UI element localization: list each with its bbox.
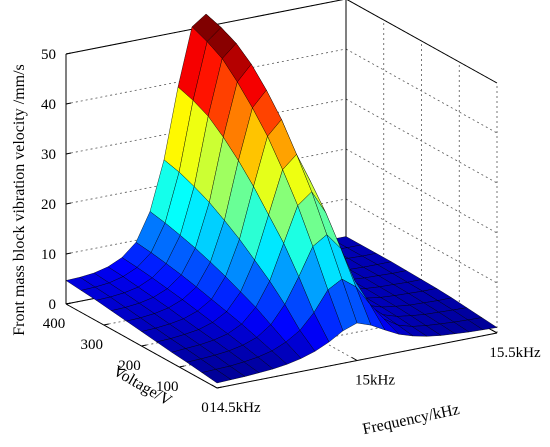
z-tick-mark bbox=[65, 202, 72, 205]
z-tick-mark bbox=[65, 52, 72, 55]
y-tick-label: 100 bbox=[156, 379, 179, 395]
x-tick-label: 14.5kHz bbox=[209, 400, 261, 416]
z-tick-label: 50 bbox=[41, 47, 56, 63]
y-tick-mark bbox=[141, 344, 147, 347]
y-tick-mark bbox=[179, 365, 185, 368]
surface-patch bbox=[201, 369, 232, 384]
x-tick-label: 15.5kHz bbox=[489, 345, 541, 361]
x-axis-label: Frequency/kHz bbox=[361, 401, 461, 438]
y-tick-label: 400 bbox=[43, 316, 66, 332]
z-tick-mark bbox=[65, 252, 72, 255]
x-tick-label: 15kHz bbox=[355, 373, 395, 389]
y-tick-label: 300 bbox=[81, 337, 104, 353]
z-tick-label: 40 bbox=[41, 97, 56, 113]
y-tick-mark bbox=[65, 302, 72, 305]
box-edge bbox=[346, 0, 498, 84]
z-tick-mark bbox=[65, 102, 72, 105]
z-tick-label: 20 bbox=[41, 197, 56, 213]
surface-patches bbox=[65, 13, 498, 384]
z-tick-label: 30 bbox=[41, 147, 56, 163]
x-tick-mark bbox=[491, 329, 498, 334]
y-tick-mark bbox=[103, 323, 109, 326]
y-tick-mark bbox=[216, 386, 223, 389]
z-tick-mark bbox=[65, 152, 72, 155]
y-tick-label: 0 bbox=[201, 400, 209, 416]
z-tick-label: 0 bbox=[49, 297, 57, 313]
x-tick-mark bbox=[351, 357, 358, 361]
z-axis-label: Front mass block vibration velocity /mm/… bbox=[11, 64, 28, 336]
tick-labels: 0 10 20 30 40 50 0 100 200 300 400 14.5kHz 15kHz 15.5… bbox=[41, 47, 541, 416]
z-tick-label: 10 bbox=[41, 247, 56, 263]
x-tick-mark bbox=[211, 384, 218, 389]
y-tick-label: 200 bbox=[118, 358, 141, 374]
